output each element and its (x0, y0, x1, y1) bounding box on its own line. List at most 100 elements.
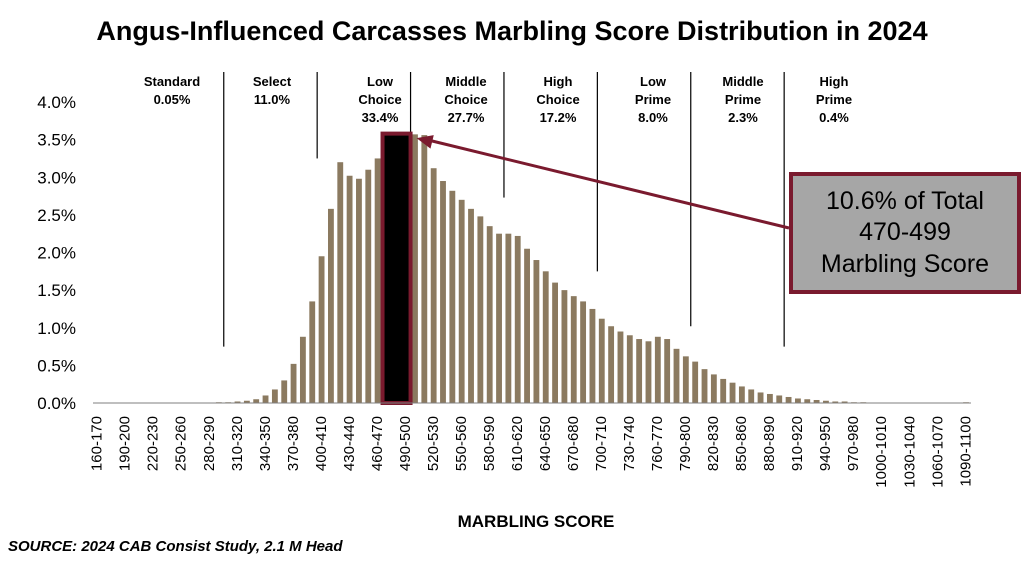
bar (804, 399, 811, 403)
x-tick-label: 400-410 (313, 416, 330, 471)
x-tick-label: 220-230 (145, 416, 162, 471)
source-note: SOURCE: 2024 CAB Consist Study, 2.1 M He… (8, 538, 343, 555)
grade-label-line: Choice (358, 92, 401, 107)
x-tick-label: 610-620 (509, 416, 526, 471)
bar (281, 380, 288, 403)
bar (477, 216, 484, 403)
bar (234, 401, 241, 403)
grade-label-line: Low (367, 74, 394, 89)
bar (458, 199, 465, 403)
bar (440, 181, 446, 403)
bar (766, 393, 773, 403)
arrow-shaft (428, 138, 790, 230)
x-tick-label: 940-950 (817, 416, 834, 471)
bar (682, 356, 689, 403)
bar (636, 339, 643, 403)
callout-line: Marbling Score (820, 249, 990, 278)
bar (701, 369, 708, 403)
grade-label: Low Choice 33.4% (358, 74, 401, 125)
bar (318, 256, 325, 403)
grade-label: High Choice 17.2% (536, 74, 579, 125)
grade-label: Middle Choice 27.7% (444, 74, 487, 125)
grade-label: Low Prime 8.0% (635, 74, 671, 125)
bar (795, 398, 801, 403)
x-tick-label: 1030-1040 (901, 416, 918, 488)
bar (841, 401, 848, 403)
bar (608, 326, 615, 403)
x-tick-label: 730-740 (621, 416, 638, 471)
grade-label-line: Prime (725, 92, 761, 107)
y-tick-label: 0.0% (37, 394, 76, 413)
bar (328, 208, 334, 403)
bar (692, 361, 699, 403)
bar (626, 335, 633, 403)
bar (654, 336, 661, 403)
x-tick-label: 520-530 (425, 416, 442, 471)
grade-label-line: 17.2% (540, 110, 577, 125)
bar (589, 308, 596, 403)
grade-label: Standard 0.05% (144, 74, 200, 107)
bar (748, 389, 755, 403)
bar (757, 392, 764, 403)
bar (421, 135, 428, 404)
grade-label-line: Middle (445, 74, 486, 89)
x-tick-label: 1060-1070 (929, 416, 946, 488)
callout-line: 470-499 (859, 218, 951, 247)
y-tick-label: 2.0% (37, 244, 76, 263)
bar (430, 168, 437, 403)
x-tick-label: 250-260 (173, 416, 190, 471)
grade-label-line: 11.0% (254, 92, 291, 107)
bar (243, 400, 250, 403)
grade-label-line: Choice (444, 92, 487, 107)
x-tick-label: 190-200 (117, 416, 134, 471)
bar (580, 301, 587, 403)
x-tick-label: 160-170 (89, 416, 106, 471)
y-tick-label: 3.5% (37, 131, 76, 150)
grade-label-line: High (544, 74, 573, 89)
x-tick-label: 790-800 (677, 416, 694, 471)
callout-line: 10.6% of Total (826, 187, 984, 216)
bar (346, 175, 353, 403)
bar (823, 400, 829, 403)
x-tick-label: 340-350 (257, 416, 274, 471)
bar (365, 169, 372, 403)
bar (374, 158, 381, 403)
x-tick-label: 430-440 (341, 416, 358, 471)
bar (552, 282, 558, 403)
grade-label-line: High (820, 74, 849, 89)
bar (664, 339, 671, 403)
grade-label-line: 8.0% (638, 110, 668, 125)
grade-label-line: Prime (816, 92, 852, 107)
x-tick-label: 910-920 (789, 416, 806, 471)
grade-boundary-lines (223, 72, 785, 347)
bar (505, 233, 512, 403)
bar (412, 134, 418, 404)
y-tick-label: 2.5% (37, 206, 76, 225)
bars (215, 131, 969, 405)
x-tick-label: 370-380 (285, 416, 302, 471)
x-tick-label: 760-770 (649, 416, 666, 471)
grade-label-line: 33.4% (362, 110, 399, 125)
x-tick-label: 460-470 (369, 416, 386, 471)
x-tick-label: 550-560 (453, 416, 470, 471)
bar (271, 389, 278, 403)
x-tick-label: 880-890 (761, 416, 778, 471)
x-tick-label: 1090-1100 (957, 416, 974, 487)
y-tick-label: 1.5% (37, 281, 76, 300)
x-axis: 160-170 190-200 220-230 250-260 280-290 310-3… (89, 402, 974, 488)
bar (496, 233, 502, 403)
bar (449, 190, 456, 403)
grade-label-line: 27.7% (448, 110, 485, 125)
x-tick-label: 700-710 (593, 416, 610, 471)
grade-label-line: 0.4% (819, 110, 849, 125)
highlight-bar (380, 131, 413, 405)
bar (309, 301, 316, 403)
bar (729, 382, 736, 403)
chart-title: Angus-Influenced Carcasses Marbling Scor… (96, 16, 928, 46)
x-tick-label: 1000-1010 (873, 416, 890, 488)
grade-label-line: Prime (635, 92, 671, 107)
bar (253, 399, 260, 403)
bar (542, 271, 549, 403)
grade-label-line: Standard (144, 74, 200, 89)
